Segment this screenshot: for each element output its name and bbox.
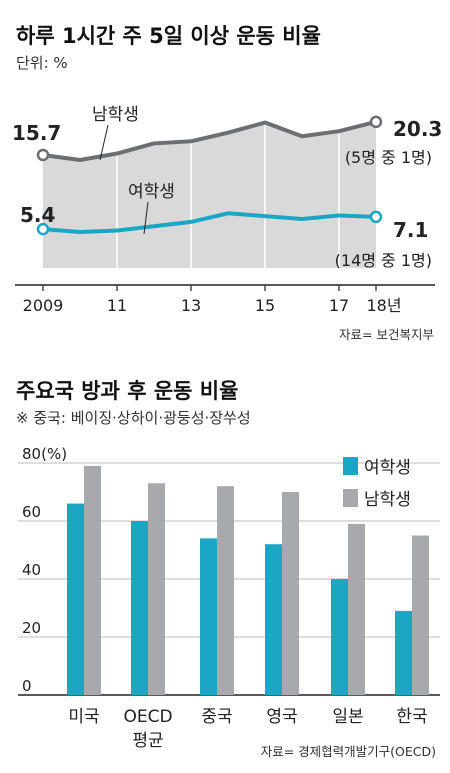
girls-start-label: 5.4 bbox=[20, 203, 55, 227]
y-tick-label: 60 bbox=[22, 503, 41, 521]
x-tick-label: 18년 bbox=[366, 296, 401, 315]
boys-bar bbox=[148, 483, 165, 695]
line-chart-unit: 단위: % bbox=[16, 54, 68, 72]
girls-bar bbox=[331, 579, 348, 695]
category-label: 영국 bbox=[266, 707, 297, 727]
x-tick-label: 13 bbox=[181, 296, 201, 315]
y-tick-label: 20 bbox=[22, 619, 41, 637]
x-tick-label: 17 bbox=[329, 296, 349, 315]
girls-start-point bbox=[36, 222, 50, 236]
x-tick-label: 11 bbox=[107, 296, 127, 315]
girls-end-note: (14명 중 1명) bbox=[335, 251, 432, 270]
boys-bar bbox=[217, 486, 234, 695]
legend-girls-swatch bbox=[343, 457, 358, 475]
boys-bar bbox=[282, 492, 299, 695]
boys-bar bbox=[84, 465, 101, 695]
girls-bar bbox=[265, 544, 282, 695]
boys-end-label: 20.3 bbox=[393, 117, 442, 141]
category-label: 일본 bbox=[332, 707, 363, 727]
legend-girls-label: 여학생 bbox=[364, 458, 411, 478]
bar-chart-source: 자료= 경제협력개발기구(OECD) bbox=[260, 744, 436, 759]
boys-start-label: 15.7 bbox=[12, 121, 61, 145]
boys-start-point bbox=[36, 148, 50, 162]
girls-line bbox=[42, 211, 377, 234]
y-tick-label: 40 bbox=[22, 561, 41, 579]
boys-line bbox=[42, 119, 377, 162]
category-label: 한국 bbox=[396, 707, 427, 727]
bar-chart-title: 주요국 방과 후 운동 비율 bbox=[16, 379, 239, 403]
boys-series-label: 남학생 bbox=[92, 105, 139, 125]
girls-bar bbox=[67, 503, 84, 695]
category-label: 미국 bbox=[68, 707, 99, 727]
girls-bar bbox=[200, 538, 217, 695]
legend-boys-label: 남학생 bbox=[364, 490, 411, 510]
category-label: 중국 bbox=[201, 707, 232, 727]
boys-end-note: (5명 중 1명) bbox=[345, 148, 432, 167]
line-chart-title: 하루 1시간 주 5일 이상 운동 비율 bbox=[16, 24, 321, 48]
boys-end-point bbox=[369, 115, 383, 129]
legend-boys-swatch bbox=[343, 489, 358, 507]
y-tick-label: 0 bbox=[22, 677, 32, 695]
girls-end-label: 7.1 bbox=[393, 218, 428, 242]
bar-chart-note: ※ 중국: 베이징·상하이·광둥성·장쑤성 bbox=[16, 409, 251, 427]
boys-bar bbox=[412, 535, 429, 695]
girls-end-point bbox=[369, 210, 383, 224]
girls-leader-line bbox=[143, 201, 149, 235]
category-label: OECD bbox=[123, 707, 172, 727]
girls-bar bbox=[395, 610, 412, 695]
x-tick-label: 15 bbox=[255, 296, 275, 315]
boys-bar bbox=[348, 523, 365, 695]
girls-bar bbox=[131, 521, 148, 695]
line-chart: 2009 11 13 15 17 18년 15.7 20.3 (5명 중 1명) 5.4 7.1 (1… bbox=[12, 105, 442, 315]
y-tick-label: 80(%) bbox=[22, 445, 67, 463]
boys-leader-line bbox=[99, 124, 109, 161]
x-tick-label: 2009 bbox=[23, 296, 64, 315]
line-chart-source: 자료= 보건복지부 bbox=[339, 327, 434, 342]
girls-series-label: 여학생 bbox=[128, 182, 175, 202]
category-label-line2: 평균 bbox=[132, 731, 163, 751]
